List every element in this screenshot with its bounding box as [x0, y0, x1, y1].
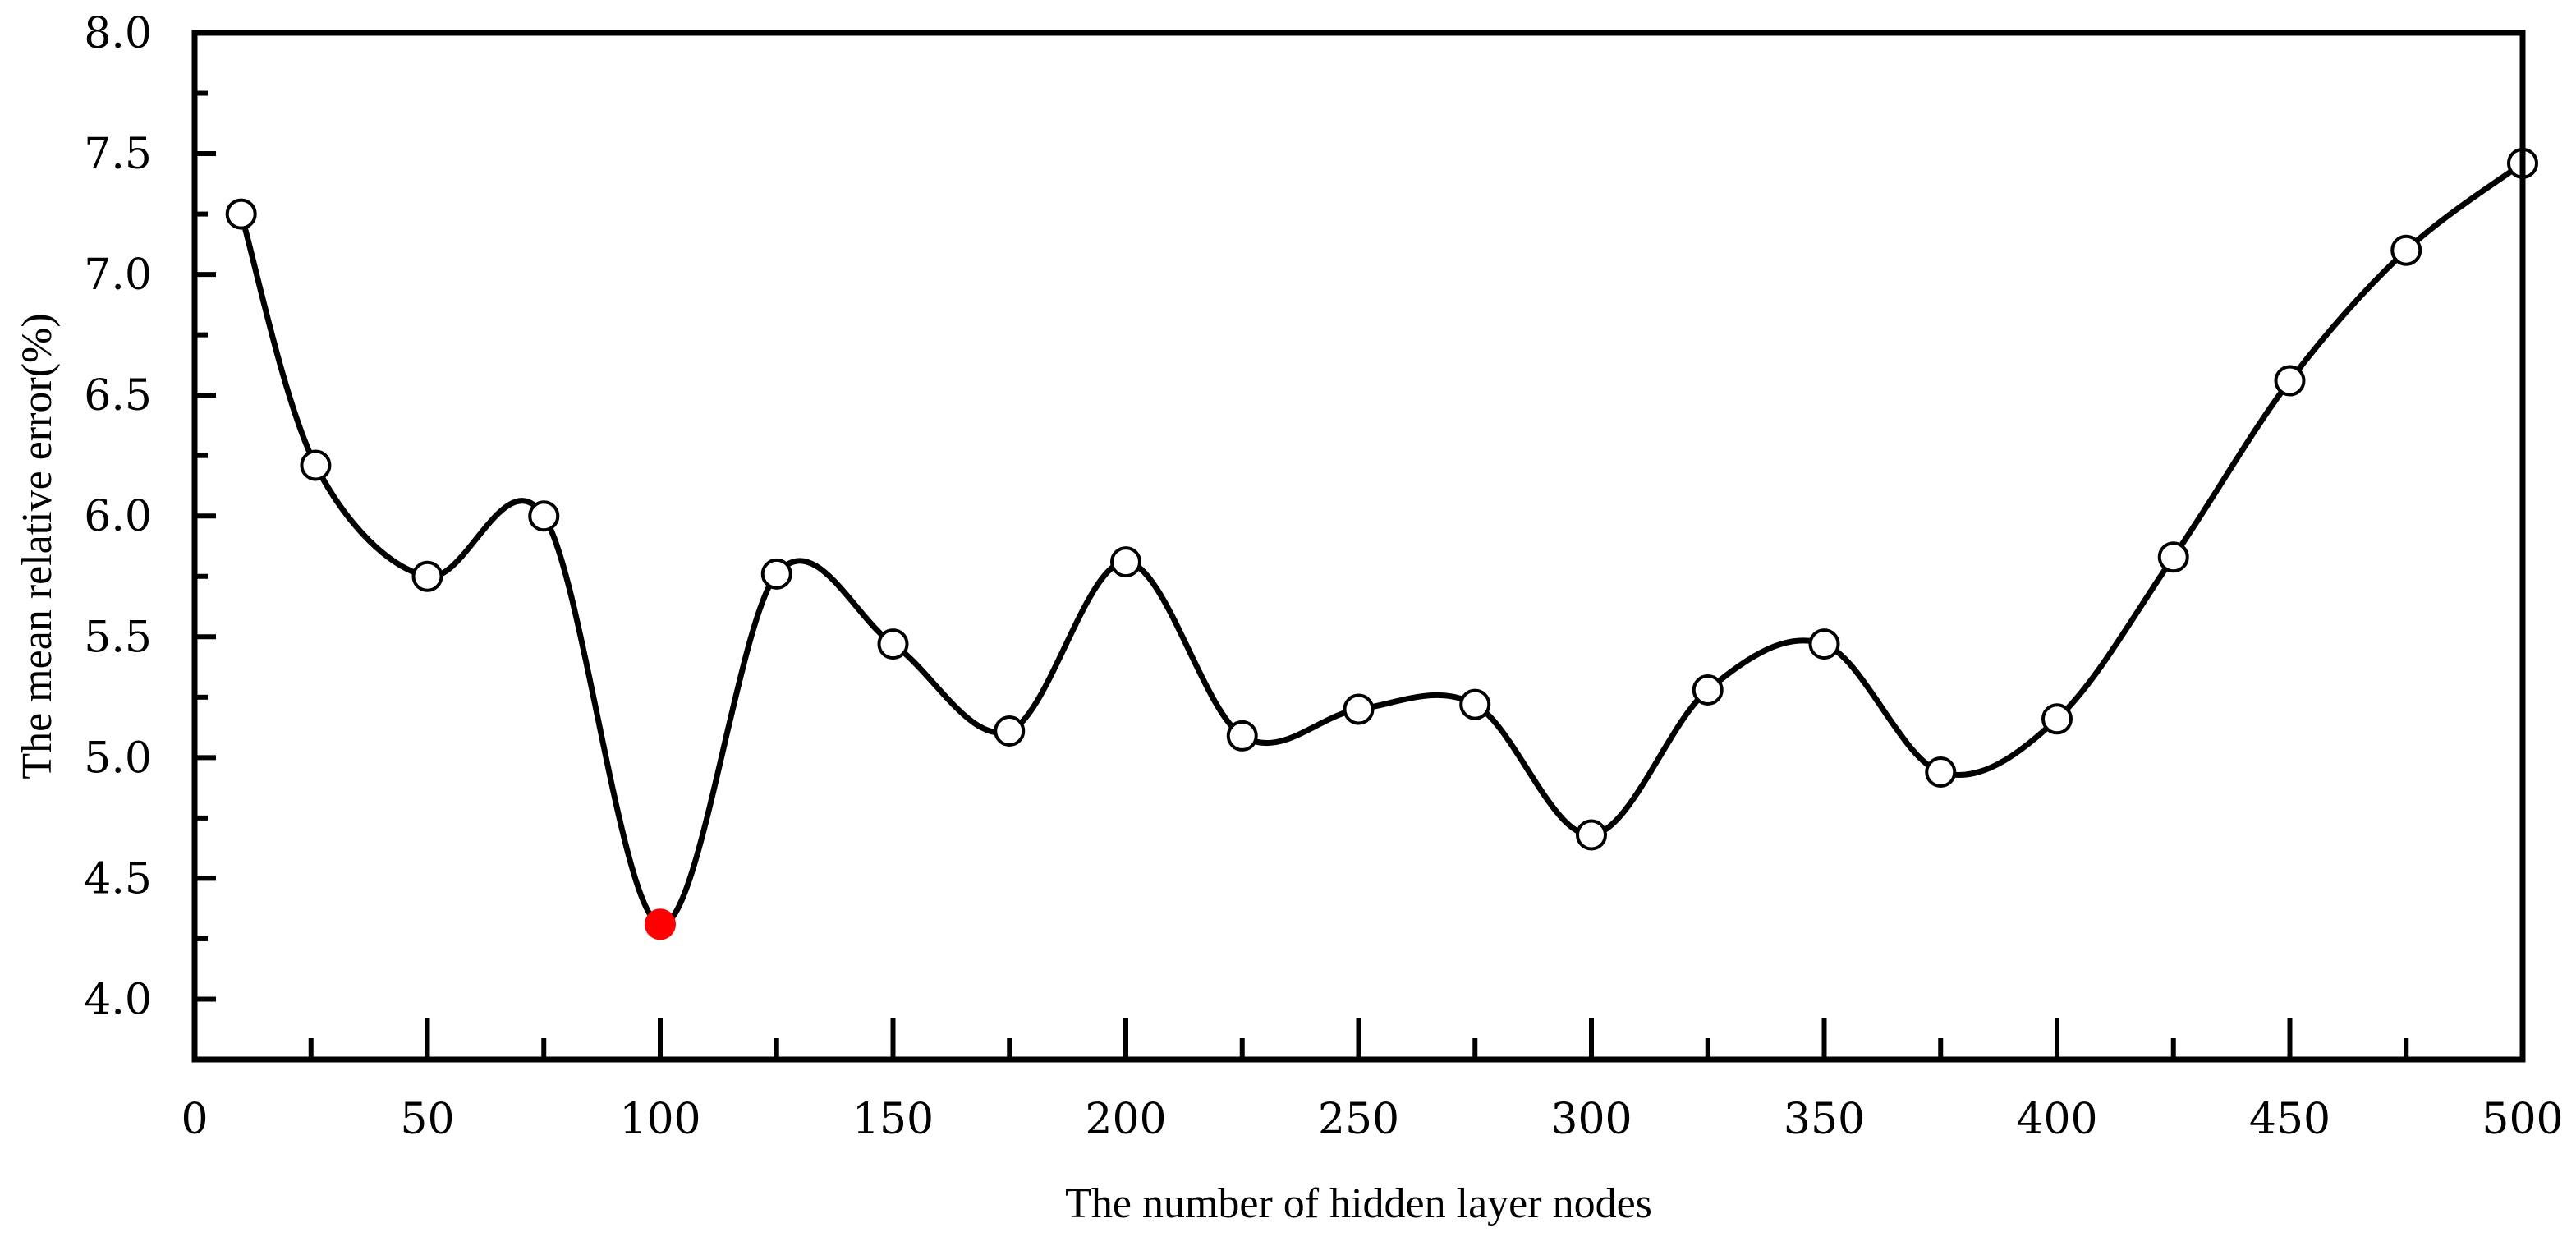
x-tick-label: 0 — [181, 1095, 208, 1144]
y-tick-label: 8.0 — [84, 9, 152, 58]
x-tick-label: 400 — [2016, 1095, 2097, 1144]
plot-frame — [191, 30, 2526, 1063]
data-point — [994, 715, 1026, 747]
x-tick-label: 100 — [619, 1095, 700, 1144]
y-tick-label: 4.0 — [84, 975, 152, 1024]
data-point — [1226, 720, 1258, 752]
data-point — [877, 628, 909, 660]
x-tick-label: 50 — [400, 1095, 454, 1144]
data-point — [2157, 541, 2189, 573]
data-point — [1925, 756, 1957, 788]
data-point — [1692, 674, 1724, 706]
y-tick-labels: 4.0 4.5 5.0 5.5 6.0 6.5 7.0 7.5 8.0 — [84, 9, 152, 1024]
x-tick-label: 250 — [1318, 1095, 1399, 1144]
y-tick-label: 6.5 — [84, 371, 152, 421]
data-point — [1459, 688, 1491, 720]
y-tick-label: 7.5 — [84, 130, 152, 179]
data-point — [1576, 819, 1607, 851]
data-point — [760, 558, 792, 590]
data-point — [300, 449, 332, 481]
x-tick-label: 350 — [1784, 1095, 1865, 1144]
data-point — [225, 198, 257, 230]
data-point — [411, 560, 443, 592]
data-point — [1343, 693, 1375, 725]
y-tick-label: 5.0 — [84, 733, 152, 783]
data-points — [225, 147, 2538, 940]
x-tick-label: 300 — [1550, 1095, 1632, 1144]
data-point — [2041, 703, 2073, 735]
data-point — [2390, 234, 2422, 266]
data-point — [1110, 546, 1141, 578]
x-tick-label: 150 — [852, 1095, 934, 1144]
data-point — [2274, 365, 2306, 397]
x-tick-label: 450 — [2249, 1095, 2330, 1144]
y-axis-title: The mean relative error(%) — [14, 313, 61, 779]
highlighted-data-point — [645, 908, 676, 940]
x-tick-label: 500 — [2482, 1095, 2563, 1144]
x-tick-label: 200 — [1085, 1095, 1166, 1144]
x-tick-labels: 0 50 100 150 200 250 300 350 400 450 500 — [181, 1095, 2563, 1144]
y-tick-label: 5.5 — [84, 613, 152, 662]
y-tick-label: 7.0 — [84, 251, 152, 300]
x-axis-title: The number of hidden layer nodes — [1065, 1180, 1652, 1227]
data-point — [1808, 628, 1840, 660]
data-point — [528, 500, 560, 532]
y-tick-label: 4.5 — [84, 854, 152, 903]
y-tick-label: 6.0 — [84, 492, 152, 541]
